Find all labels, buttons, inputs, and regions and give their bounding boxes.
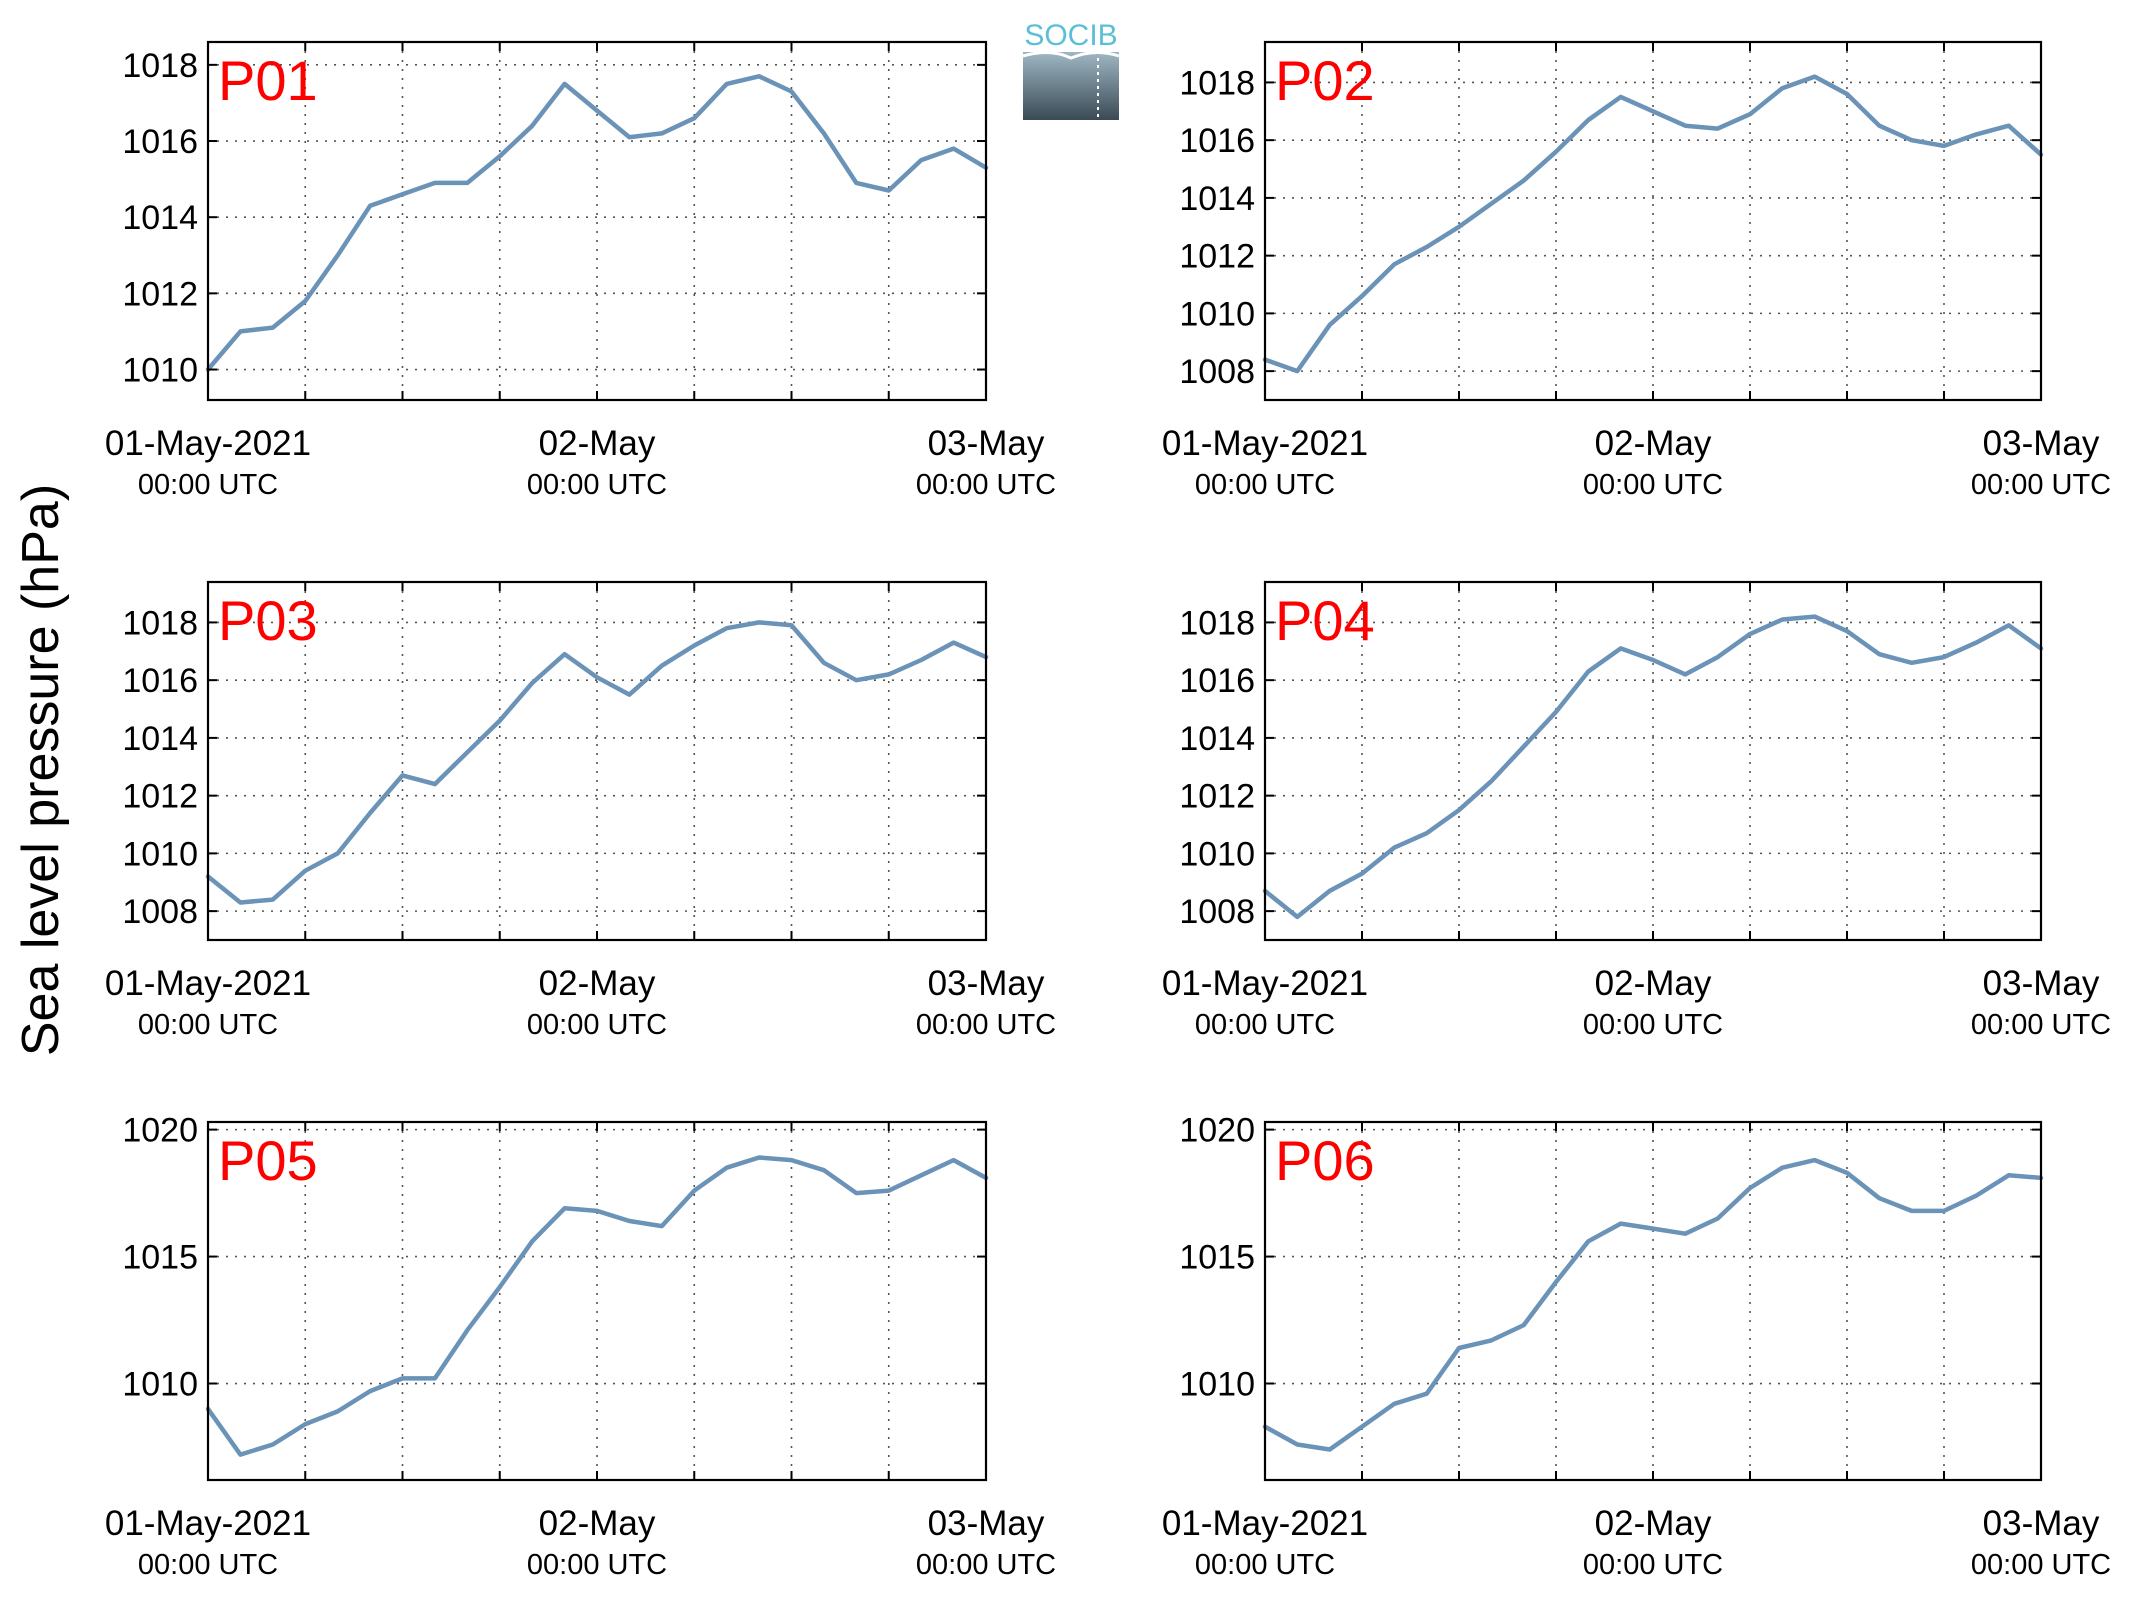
x-tick-label-time: 00:00 UTC [1195,469,1335,501]
y-tick-label: 1010 [122,835,198,873]
x-tick-label-date: 02-May [539,1504,656,1543]
x-tick-label-date: 02-May [1595,964,1712,1003]
y-tick-label: 1008 [122,893,198,931]
y-tick-label: 1018 [1179,604,1255,642]
x-tick-label-date: 01-May-2021 [105,964,311,1003]
y-tick-label: 1018 [1179,64,1255,102]
x-tick-label-time: 00:00 UTC [1195,1549,1335,1581]
x-tick-label-date: 01-May-2021 [1162,964,1368,1003]
series-line-p06 [1262,1157,2044,1452]
x-tick-label-time: 00:00 UTC [138,1009,278,1041]
y-tick-label: 1010 [1179,295,1255,333]
axes-box [206,40,988,402]
y-tick-label: 1012 [122,778,198,816]
x-tick-label-date: 03-May [1983,964,2100,1003]
x-tick-label-time: 00:00 UTC [1195,1009,1335,1041]
axes-box [206,580,988,942]
panel-p05: 1010 1015 1020 01-May-2021 00:00 UTC 02-May 00… [105,1112,1056,1581]
x-tick-label-date: 03-May [1983,424,2100,463]
panel-p04: 1008 1010 1012 1014 1016 1018 01-May-2021 00:00… [1162,580,2111,1041]
y-tick-label: 1014 [1179,180,1255,218]
y-tick-label: 1020 [1179,1112,1255,1150]
y-tick-label: 1010 [1179,835,1255,873]
panel-label: P02 [1275,49,1375,112]
y-tick-label: 1016 [1179,122,1255,160]
series-line-p04 [1262,614,2044,920]
panel-label: P05 [218,1129,318,1192]
y-tick-label: 1014 [122,720,198,758]
panel-label: P03 [218,589,318,652]
y-tick-label: 1010 [122,1366,198,1404]
series-line-p02 [1262,74,2044,374]
y-tick-label: 1008 [1179,893,1255,931]
x-tick-label-time: 00:00 UTC [916,469,1056,501]
panel-label: P04 [1275,589,1375,652]
axes-box [1263,40,2043,402]
x-tick-label-date: 03-May [928,964,1045,1003]
y-tick-label: 1020 [122,1112,198,1150]
y-tick-label: 1008 [1179,353,1255,391]
axes-box [1263,1120,2043,1482]
panels: 1010 1012 1014 1016 1018 01-May-2021 00:00 UTC… [105,40,2111,1581]
x-tick-label-time: 00:00 UTC [1971,469,2111,501]
panel-label: P01 [218,49,318,112]
x-tick-label-date: 01-May-2021 [1162,424,1368,463]
x-tick-label-date: 01-May-2021 [105,1504,311,1543]
x-tick-label-date: 02-May [539,424,656,463]
x-tick-label-time: 00:00 UTC [138,1549,278,1581]
y-tick-label: 1014 [1179,720,1255,758]
y-tick-label: 1012 [1179,238,1255,276]
y-tick-label: 1010 [1179,1366,1255,1404]
x-tick-label-date: 03-May [928,424,1045,463]
y-tick-label: 1014 [122,199,198,237]
panel-p02: 1008 1010 1012 1014 1016 1018 01-May-2021 00:00… [1162,40,2111,501]
x-tick-label-time: 00:00 UTC [527,1009,667,1041]
panel-p06: 1010 1015 1020 01-May-2021 00:00 UTC 02-May 00… [1162,1112,2111,1581]
axes-box [1263,580,2043,942]
y-tick-label: 1015 [1179,1239,1255,1277]
y-tick-label: 1018 [122,47,198,85]
x-tick-label-date: 02-May [539,964,656,1003]
x-tick-label-time: 00:00 UTC [1583,1009,1723,1041]
x-tick-label-time: 00:00 UTC [527,469,667,501]
x-tick-label-time: 00:00 UTC [1971,1009,2111,1041]
x-tick-label-time: 00:00 UTC [138,469,278,501]
socib-logo: SOCIB [1022,19,1120,120]
panel-p03: 1008 1010 1012 1014 1016 1018 01-May-2021 00:00… [105,580,1056,1041]
x-tick-label-date: 01-May-2021 [105,424,311,463]
series-line-p01 [205,74,989,372]
series-line-p03 [205,620,989,905]
y-tick-label: 1012 [122,275,198,313]
y-tick-label: 1016 [122,662,198,700]
y-tick-label: 1012 [1179,778,1255,816]
x-tick-label-time: 00:00 UTC [916,1009,1056,1041]
y-tick-label: 1010 [122,352,198,390]
x-tick-label-time: 00:00 UTC [1971,1549,2111,1581]
y-tick-label: 1015 [122,1239,198,1277]
x-tick-label-time: 00:00 UTC [1583,469,1723,501]
y-tick-label: 1016 [1179,662,1255,700]
x-tick-label-time: 00:00 UTC [916,1549,1056,1581]
panel-label: P06 [1275,1129,1375,1192]
x-tick-label-date: 02-May [1595,424,1712,463]
y-axis-label: Sea level pressure (hPa) [12,484,70,1056]
y-tick-label: 1018 [122,604,198,642]
x-tick-label-time: 00:00 UTC [1583,1549,1723,1581]
y-tick-label: 1016 [122,123,198,161]
logo-text: SOCIB [1024,19,1117,52]
x-tick-label-date: 03-May [1983,1504,2100,1543]
x-tick-label-time: 00:00 UTC [527,1549,667,1581]
x-tick-label-date: 01-May-2021 [1162,1504,1368,1543]
x-tick-label-date: 03-May [928,1504,1045,1543]
axes-box [206,1120,988,1482]
panel-p01: 1010 1012 1014 1016 1018 01-May-2021 00:00 UTC… [105,40,1056,501]
series-line-p05 [205,1155,989,1457]
x-tick-label-date: 02-May [1595,1504,1712,1543]
